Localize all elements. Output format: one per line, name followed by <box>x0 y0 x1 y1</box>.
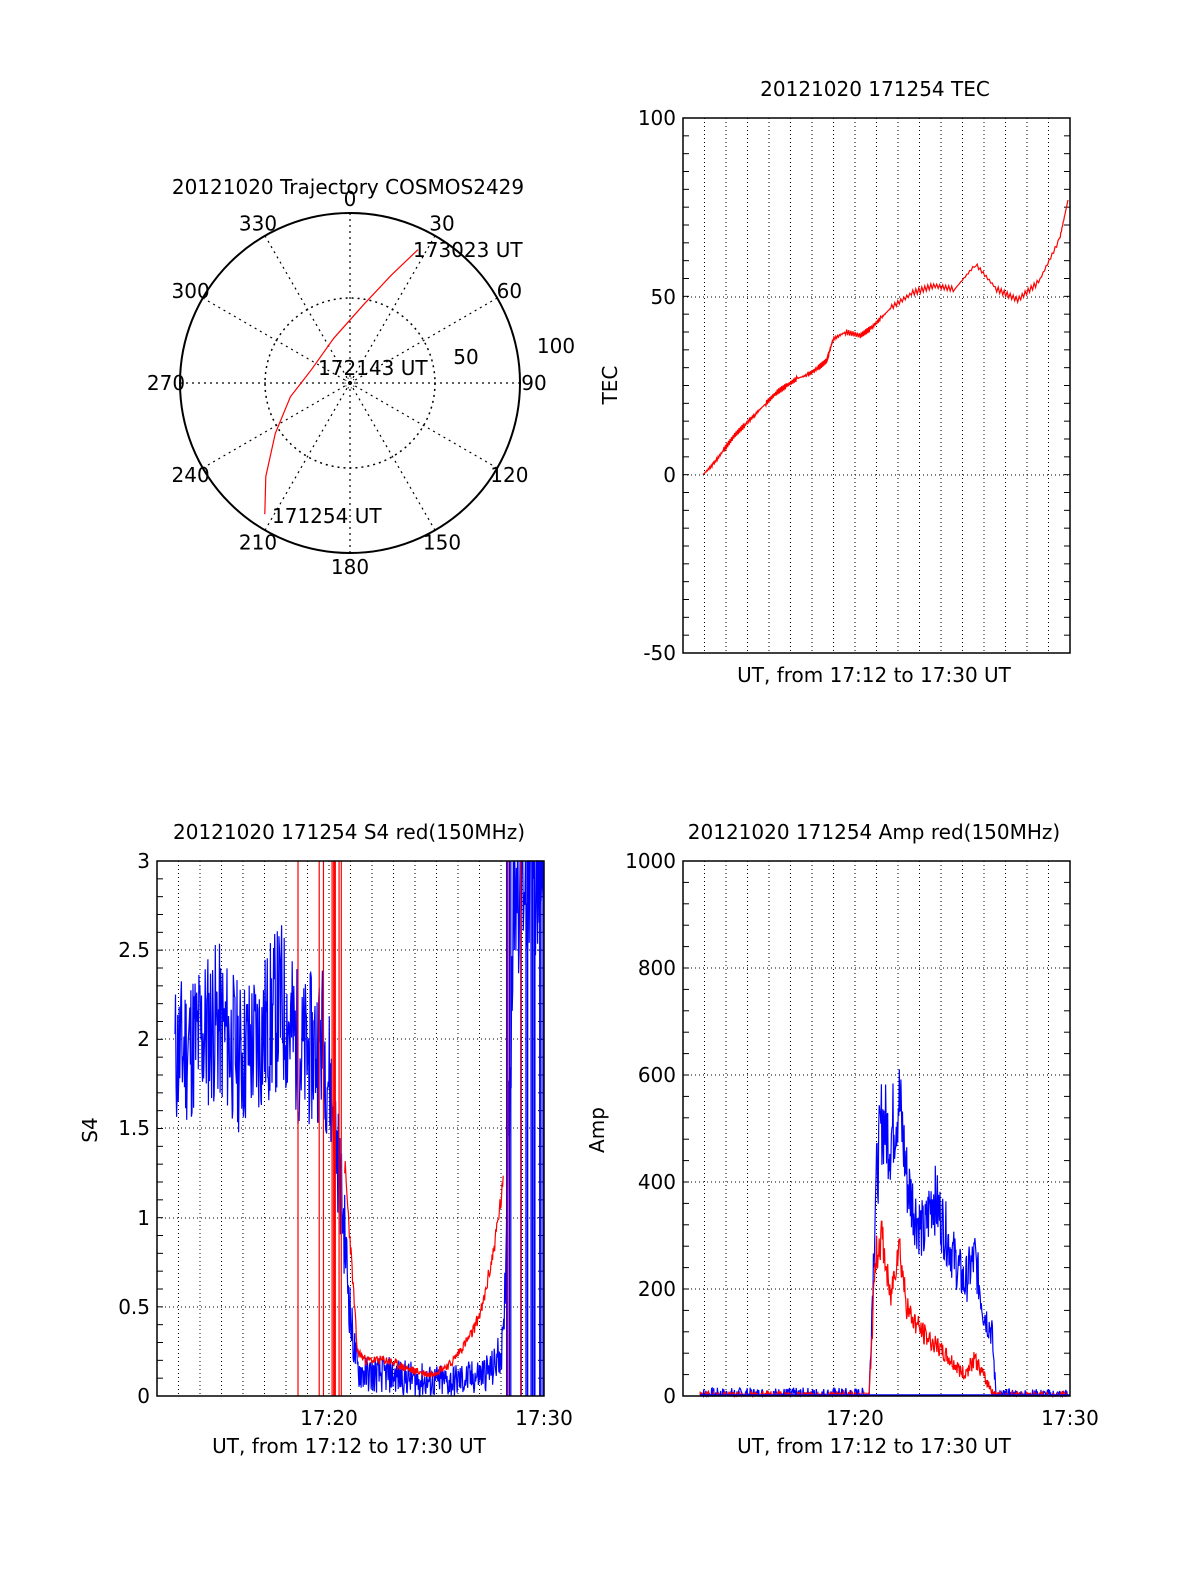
s4-minor-ticks <box>157 878 544 1379</box>
annotation-start-time: 171254 UT <box>272 504 382 528</box>
s4-panel: 20121020 171254 S4 red(150MHz) 3 2.5 2 1… <box>78 820 573 1458</box>
polar-angle-labels: 0 30 60 90 120 150 180 210 240 270 300 330 <box>147 187 547 579</box>
tec-title: 20121020 171254 TEC <box>760 77 990 101</box>
tec-ytick-50: 50 <box>651 285 676 309</box>
tec-plot-frame <box>682 117 1071 654</box>
amp-plot-frame <box>682 860 1071 1397</box>
s4-plot-frame <box>156 860 545 1397</box>
tec-ylabel: TEC <box>598 366 622 406</box>
polar-angle-label: 240 <box>172 463 210 487</box>
polar-angle-label: 300 <box>172 279 210 303</box>
amp-minor-ticks <box>683 881 1070 1376</box>
amp-vertical-gridlines <box>704 861 1049 1396</box>
s4-xlabel: UT, from 17:12 to 17:30 UT <box>212 1434 487 1458</box>
amp-ytick-0: 0 <box>663 1384 676 1408</box>
s4-xtick-1720: 17:20 <box>300 1406 358 1430</box>
polar-trajectory-plot: 20121020 Trajectory COSMOS2429 0 30 60 90 12… <box>147 175 575 579</box>
s4-ytick-1-5: 1.5 <box>118 1116 150 1140</box>
tec-ytick-minus50: -50 <box>643 641 676 665</box>
amp-red-series <box>699 1220 1069 1399</box>
polar-spoke <box>349 235 436 384</box>
amp-ytick-200: 200 <box>638 1277 676 1301</box>
amp-blue-series <box>699 1069 1069 1399</box>
amp-horizontal-gridlines <box>683 967 1070 1290</box>
polar-angle-label: 60 <box>497 279 522 303</box>
polar-angle-label: 90 <box>521 371 546 395</box>
polar-title: 20121020 Trajectory COSMOS2429 <box>172 175 524 199</box>
polar-angle-label: 180 <box>331 555 369 579</box>
series-line <box>174 860 545 1398</box>
polar-angle-label: 120 <box>490 463 528 487</box>
polar-angle-label: 330 <box>239 212 277 236</box>
polar-spoke <box>349 382 498 469</box>
s4-ylabel: S4 <box>78 1117 102 1142</box>
polar-spoke <box>264 235 351 384</box>
s4-ytick-2: 2 <box>137 1027 150 1051</box>
tec-vertical-gridlines <box>704 118 1049 653</box>
s4-xtick-1730: 17:30 <box>515 1406 573 1430</box>
polar-angle-label: 270 <box>147 371 185 395</box>
amp-ylabel: Amp <box>585 1107 609 1153</box>
polar-spoke <box>349 382 436 531</box>
s4-ytick-2-5: 2.5 <box>118 938 150 962</box>
amp-ytick-800: 800 <box>638 956 676 980</box>
polar-radial-label-100: 100 <box>537 334 575 358</box>
polar-angle-label: 30 <box>429 212 454 236</box>
annotation-end-time: 173023 UT <box>413 238 523 262</box>
polar-trajectory-line <box>264 249 419 515</box>
amp-ytick-600: 600 <box>638 1063 676 1087</box>
polar-spokes <box>180 213 520 553</box>
tec-xlabel: UT, from 17:12 to 17:30 UT <box>737 663 1012 687</box>
polar-center-marker <box>344 377 356 389</box>
polar-radial-label-50: 50 <box>453 345 478 369</box>
amp-panel: 20121020 171254 Amp red(150MHz) 1000 800… <box>585 820 1099 1458</box>
polar-angle-label: 150 <box>423 530 461 554</box>
amp-title: 20121020 171254 Amp red(150MHz) <box>688 820 1060 844</box>
amp-ytick-1000: 1000 <box>625 849 676 873</box>
polar-spoke <box>202 297 351 384</box>
tec-series-line <box>702 199 1069 476</box>
tec-minor-ticks <box>683 135 1070 636</box>
series-line <box>699 1220 1069 1399</box>
tec-ytick-0: 0 <box>663 463 676 487</box>
tec-panel: 20121020 171254 TEC 100 50 0 -50 TEC UT,… <box>598 77 1071 687</box>
s4-ytick-0-5: 0.5 <box>118 1295 150 1319</box>
series-line <box>344 1160 504 1378</box>
polar-spoke <box>349 297 498 384</box>
amp-xtick-1720: 17:20 <box>826 1406 884 1430</box>
amp-xtick-1730: 17:30 <box>1041 1406 1099 1430</box>
polar-angle-label: 0 <box>344 187 357 211</box>
s4-ytick-0: 0 <box>137 1384 150 1408</box>
polar-spoke <box>202 382 351 469</box>
series-line <box>699 1069 1069 1399</box>
polar-spoke <box>264 382 351 531</box>
s4-title: 20121020 171254 S4 red(150MHz) <box>173 820 525 844</box>
amp-xlabel: UT, from 17:12 to 17:30 UT <box>737 1434 1012 1458</box>
s4-ytick-3: 3 <box>137 849 150 873</box>
polar-angle-label: 210 <box>239 530 277 554</box>
amp-ytick-400: 400 <box>638 1170 676 1194</box>
tec-ytick-100: 100 <box>638 106 676 130</box>
s4-ytick-1: 1 <box>137 1206 150 1230</box>
s4-red-series <box>297 861 522 1396</box>
s4-blue-series <box>174 860 545 1398</box>
annotation-mid-time: 172143 UT <box>318 356 428 380</box>
